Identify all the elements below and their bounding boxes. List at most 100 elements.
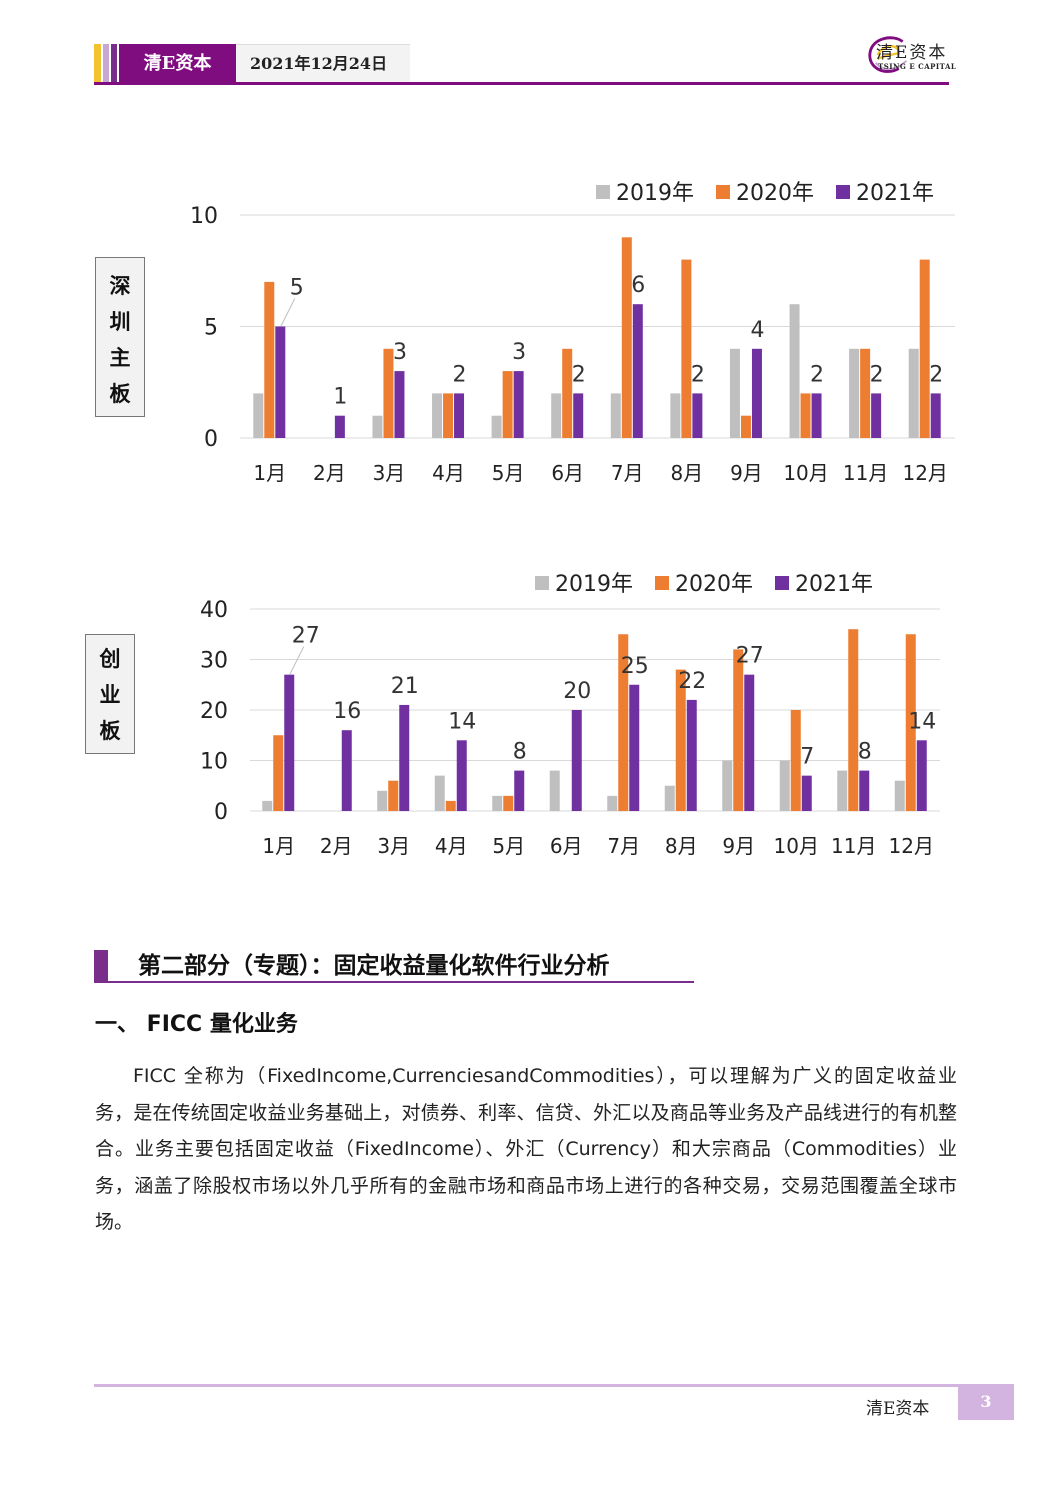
bar-2021年-10月 bbox=[811, 393, 822, 438]
header-date: 2021年12月24日 bbox=[236, 44, 410, 82]
chart1-svg: 0 5 10 1月 5 2月 1 3月 3 4月 2 5月 3 6月 2 7月 6 8月 2 9月 4 10月 2 11月 2 1… bbox=[190, 181, 955, 485]
x-tick-label: 8月 bbox=[665, 834, 698, 858]
legend-label: 2020年 bbox=[675, 572, 753, 597]
bar-2021年-4月 bbox=[454, 393, 465, 438]
bar-2020年-10月 bbox=[800, 393, 811, 438]
chart-shenzhen-main-board: 0 5 10 1月 5 2月 1 3月 3 4月 2 5月 3 6月 2 7月 6 8月 2 9月 4 10月 2 11月 2 1… bbox=[0, 160, 1051, 500]
data-label-leader bbox=[280, 298, 296, 327]
bar-2021年-6月 bbox=[571, 710, 582, 811]
bar-2021年-5月 bbox=[514, 770, 525, 811]
page-header: 清E资本 2021年12月24日 清E资本 TSING E CAPITAL bbox=[0, 0, 1051, 100]
data-label: 2 bbox=[929, 362, 943, 387]
bar-2021年-3月 bbox=[394, 371, 405, 438]
subheading: 一、 FICC 量化业务 bbox=[95, 1012, 298, 1037]
header-rule bbox=[94, 82, 949, 85]
data-label: 2 bbox=[691, 362, 705, 387]
x-tick-label: 3月 bbox=[373, 461, 406, 485]
x-tick-label: 1月 bbox=[262, 834, 295, 858]
data-label: 3 bbox=[393, 340, 407, 365]
legend-label: 2020年 bbox=[736, 181, 814, 206]
chart1-side-label: 深圳主板 bbox=[95, 257, 145, 417]
data-label: 1 bbox=[333, 385, 347, 410]
y-tick-label: 40 bbox=[200, 598, 228, 623]
page-number: 3 bbox=[958, 1384, 1014, 1420]
x-tick-label: 7月 bbox=[607, 834, 640, 858]
x-tick-label: 2月 bbox=[320, 834, 353, 858]
section-heading-bar bbox=[94, 950, 108, 982]
logo-text-cn: 清E资本 bbox=[876, 43, 948, 63]
x-tick-label: 3月 bbox=[377, 834, 410, 858]
x-tick-label: 5月 bbox=[492, 461, 525, 485]
header-accent-purple bbox=[111, 44, 117, 84]
data-label: 2 bbox=[810, 362, 824, 387]
bar-2019年-3月 bbox=[377, 790, 388, 811]
x-tick-label: 12月 bbox=[889, 834, 934, 858]
bar-2021年-12月 bbox=[930, 393, 941, 438]
data-label: 27 bbox=[292, 624, 320, 649]
data-label: 3 bbox=[512, 340, 526, 365]
legend-swatch-2021年 bbox=[836, 185, 850, 199]
bar-2019年-7月 bbox=[607, 795, 618, 811]
bar-2019年-5月 bbox=[491, 415, 502, 438]
data-label: 16 bbox=[333, 699, 361, 724]
legend-label: 2019年 bbox=[555, 572, 633, 597]
bar-2019年-12月 bbox=[908, 348, 919, 438]
bar-2021年-2月 bbox=[334, 415, 345, 438]
legend-label: 2021年 bbox=[856, 181, 934, 206]
bar-2020年-11月 bbox=[848, 629, 859, 811]
data-label: 6 bbox=[631, 273, 645, 298]
bar-2019年-8月 bbox=[664, 785, 675, 811]
footer-brand: 清E资本 bbox=[866, 1399, 930, 1419]
x-tick-label: 11月 bbox=[843, 461, 888, 485]
footer-rule bbox=[94, 1384, 958, 1387]
bar-2020年-4月 bbox=[445, 800, 456, 811]
bar-2019年-9月 bbox=[729, 348, 740, 438]
x-tick-label: 9月 bbox=[722, 834, 755, 858]
bar-2020年-1月 bbox=[273, 735, 284, 811]
logo-text-en: TSING E CAPITAL bbox=[878, 62, 957, 71]
chart1-side-label-text: 深圳主板 bbox=[109, 274, 131, 406]
chart2-svg: 0 10 20 30 40 1月 27 2月 16 3月 21 4月 14 5月 8 6月 20 7月 25 8月 22… bbox=[200, 572, 940, 858]
bar-2021年-11月 bbox=[871, 393, 882, 438]
bar-2021年-1月 bbox=[284, 674, 295, 811]
x-tick-label: 6月 bbox=[551, 461, 584, 485]
x-tick-label: 2月 bbox=[313, 461, 346, 485]
data-label-leader bbox=[289, 646, 305, 675]
bar-2020年-6月 bbox=[562, 348, 573, 438]
x-tick-label: 11月 bbox=[831, 834, 876, 858]
bar-2019年-10月 bbox=[789, 304, 800, 438]
bar-2021年-3月 bbox=[399, 704, 410, 811]
x-tick-label: 8月 bbox=[671, 461, 704, 485]
bar-2019年-6月 bbox=[549, 770, 560, 811]
body-paragraph: FICC 全称为（FixedIncome,CurrenciesandCommod… bbox=[95, 1065, 957, 1233]
data-label: 25 bbox=[621, 654, 649, 679]
bar-2019年-3月 bbox=[372, 415, 383, 438]
legend-swatch-2020年 bbox=[716, 185, 730, 199]
y-tick-label: 20 bbox=[200, 699, 228, 724]
x-tick-label: 7月 bbox=[611, 461, 644, 485]
bar-2020年-9月 bbox=[740, 415, 751, 438]
legend-label: 2021年 bbox=[795, 572, 873, 597]
bar-2019年-1月 bbox=[253, 393, 264, 438]
section-heading-text: 第二部分（专题）：固定收益量化软件行业分析 bbox=[138, 953, 610, 979]
bar-2021年-7月 bbox=[629, 684, 640, 811]
bar-2019年-11月 bbox=[837, 770, 848, 811]
data-label: 2 bbox=[572, 362, 586, 387]
bar-2019年-4月 bbox=[434, 775, 445, 811]
header-brand: 清E资本 bbox=[119, 44, 236, 84]
tsinge-logo-icon bbox=[868, 36, 908, 73]
bar-2020年-12月 bbox=[905, 634, 916, 811]
x-tick-label: 6月 bbox=[550, 834, 583, 858]
bar-2021年-6月 bbox=[573, 393, 584, 438]
x-tick-label: 4月 bbox=[435, 834, 468, 858]
bar-2019年-8月 bbox=[670, 393, 681, 438]
bar-2021年-9月 bbox=[744, 674, 755, 811]
y-tick-label: 0 bbox=[204, 427, 218, 452]
legend-swatch-2020年 bbox=[655, 576, 669, 590]
bar-2020年-8月 bbox=[681, 259, 692, 438]
chart-chinext-board: 0 10 20 30 40 1月 27 2月 16 3月 21 4月 14 5月 8 6月 20 7月 25 8月 22… bbox=[0, 555, 1051, 875]
bar-2021年-4月 bbox=[456, 740, 467, 811]
legend-swatch-2019年 bbox=[535, 576, 549, 590]
header-accent-lilac bbox=[103, 44, 109, 84]
x-tick-label: 10月 bbox=[783, 461, 828, 485]
